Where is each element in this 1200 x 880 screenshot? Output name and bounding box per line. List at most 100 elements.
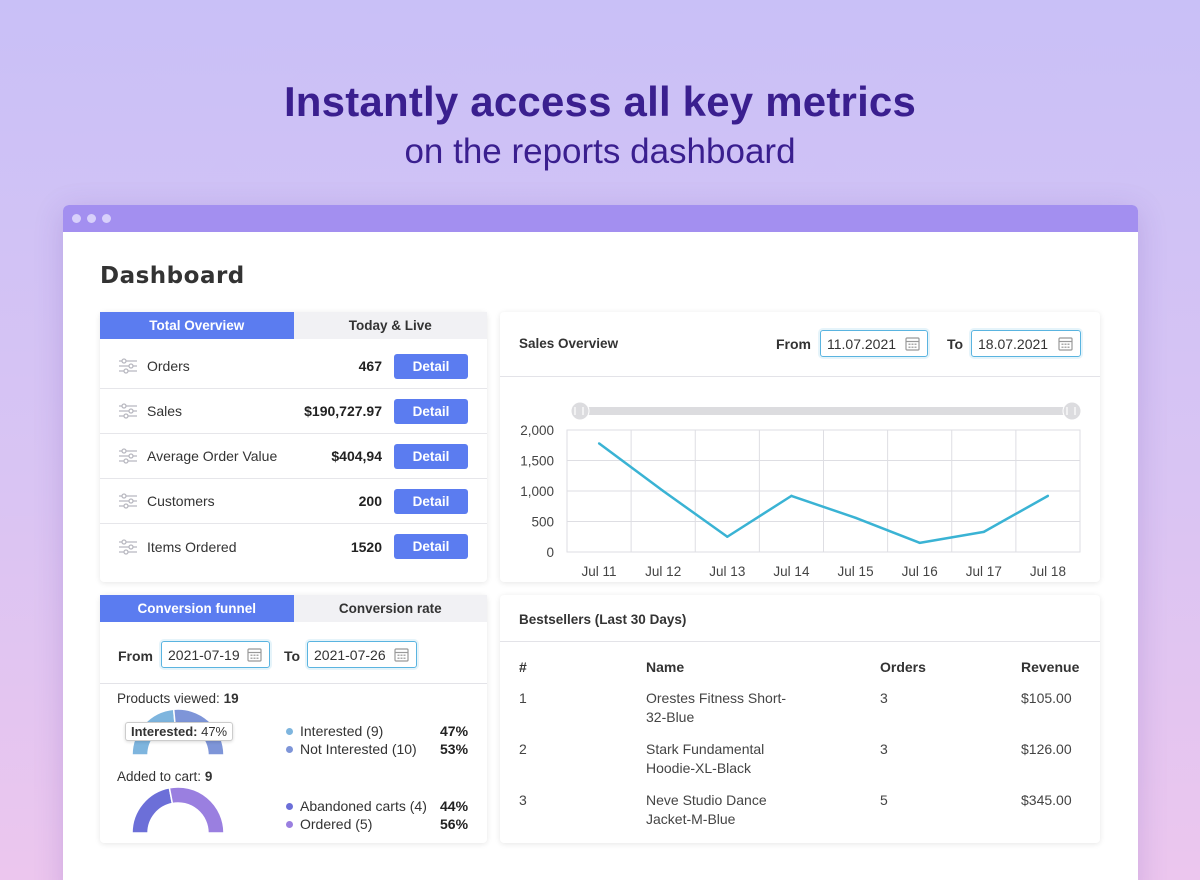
bestseller-orders: 3 — [880, 741, 888, 757]
range-slider-track — [580, 407, 1072, 415]
metric-label: Sales — [147, 403, 183, 419]
calendar-icon[interactable] — [247, 647, 262, 662]
legend-item: Abandoned carts (4) — [286, 798, 427, 814]
bestseller-orders: 5 — [880, 792, 888, 808]
sales-data-point — [726, 535, 729, 538]
funnel-from-date-value: 2021-07-19 — [168, 646, 240, 663]
metric-label: Average Order Value — [147, 448, 278, 464]
sales-from-date-value: 11.07.2021 — [827, 335, 897, 352]
filter-sliders-icon — [118, 402, 138, 420]
bestseller-name: Neve Studio Dance Jacket-M-Blue — [646, 791, 767, 829]
sales-data-point — [597, 442, 601, 445]
calendar-icon[interactable] — [394, 647, 409, 662]
window-titlebar — [63, 205, 1138, 232]
filter-sliders-icon — [118, 447, 138, 465]
metric-label: Customers — [147, 493, 215, 509]
col-header-revenue: Revenue — [1021, 659, 1080, 675]
x-tick-label: Jul 18 — [1030, 564, 1066, 579]
legend-dot-icon — [286, 820, 293, 828]
tab-conversion-funnel[interactable]: Conversion funnel — [100, 595, 294, 622]
range-slider-handle-left[interactable] — [570, 401, 590, 421]
legend-label: Ordered (5) — [300, 816, 373, 832]
tooltip-label: Interested: — [131, 724, 198, 739]
funnel-to-label: To — [284, 648, 301, 664]
divider — [500, 376, 1100, 377]
y-tick-label: 500 — [531, 515, 554, 530]
window-dot-icon — [72, 214, 81, 223]
y-tick-label: 2,000 — [520, 423, 554, 438]
gauge-tooltip: Interested: 47% — [125, 722, 234, 741]
x-tick-label: Jul 14 — [773, 564, 810, 579]
col-header-orders: Orders — [880, 659, 926, 675]
x-tick-label: Jul 13 — [709, 564, 745, 579]
detail-button[interactable]: Detail — [394, 443, 468, 469]
tab-conversion-rate[interactable]: Conversion rate — [293, 595, 487, 622]
sales-to-label: To — [947, 336, 964, 352]
window-dot-icon — [87, 214, 96, 223]
metric-value: 467 — [358, 358, 382, 374]
metric-value: 1520 — [350, 538, 382, 555]
legend-item: Interested (9) — [286, 723, 383, 739]
app-window: Dashboard Total Overview Today & Live Or… — [63, 205, 1138, 880]
bestseller-rank: 1 — [519, 690, 527, 706]
filter-sliders-icon — [118, 492, 138, 510]
metric-label: Items Ordered — [147, 538, 237, 555]
x-tick-label: Jul 16 — [902, 564, 938, 579]
page-title: Dashboard — [100, 263, 245, 289]
divider — [100, 683, 487, 684]
bestseller-rank: 2 — [519, 741, 527, 757]
products-viewed-value: 19 — [223, 691, 239, 706]
col-header-rank: # — [519, 659, 527, 675]
added-to-cart-gauge — [131, 787, 225, 834]
detail-button[interactable]: Detail — [394, 488, 468, 514]
legend-percent: 53% — [440, 741, 469, 757]
sales-from-label: From — [776, 336, 811, 352]
added-to-cart: Added to cart: 9 — [117, 769, 212, 784]
metric-row: Customers 200 Detail — [100, 479, 487, 524]
calendar-icon[interactable] — [1058, 336, 1073, 351]
detail-button[interactable]: Detail — [394, 353, 468, 379]
sales-data-point — [1046, 494, 1050, 498]
bestseller-name-line: 32-Blue — [646, 709, 695, 725]
legend-label: Interested (9) — [300, 723, 384, 739]
detail-button[interactable]: Detail — [394, 398, 468, 424]
metric-value: $190,727.97 — [304, 403, 382, 419]
divider — [500, 641, 1100, 642]
sales-data-point — [982, 530, 986, 534]
sales-data-point — [661, 489, 665, 493]
funnel-from-date-input[interactable]: 2021-07-19 — [161, 641, 270, 668]
sales-to-date-value: 18.07.2021 — [978, 335, 1049, 352]
tab-today-live[interactable]: Today & Live — [293, 312, 487, 339]
legend-percent: 56% — [440, 816, 469, 832]
tab-total-overview[interactable]: Total Overview — [100, 312, 294, 339]
sales-to-date-input[interactable]: 18.07.2021 — [971, 330, 1081, 357]
products-viewed-label: Products viewed: — [117, 691, 220, 706]
hero-subtitle: on the reports dashboard — [404, 132, 796, 171]
metric-row: Orders 467 Detail — [100, 344, 487, 389]
metric-value: 200 — [358, 493, 382, 509]
sales-series-line — [598, 442, 1049, 545]
calendar-icon[interactable] — [905, 336, 920, 351]
funnel-from-label: From — [118, 648, 153, 664]
funnel-to-date-input[interactable]: 2021-07-26 — [307, 641, 417, 668]
detail-button[interactable]: Detail — [394, 534, 468, 559]
bestseller-name-line: Stark Fundamental — [646, 741, 765, 757]
products-viewed: Products viewed: 19 — [117, 691, 239, 706]
funnel-to-date-value: 2021-07-26 — [314, 646, 386, 663]
range-slider-handle-right[interactable] — [1062, 401, 1082, 421]
hero-title: Instantly access all key metrics — [283, 78, 917, 125]
sales-overview-title: Sales Overview — [519, 336, 619, 351]
legend-item: Not Interested (10) — [286, 741, 417, 757]
bestseller-revenue: $105.00 — [1021, 690, 1072, 706]
gauge-segment — [131, 787, 174, 834]
legend-percent: 47% — [440, 723, 469, 739]
sales-data-point — [854, 516, 857, 520]
metric-label: Orders — [147, 358, 190, 374]
sales-line-chart: 0 500 1,000 1,500 2,000 Jul 11 Jul 12 Jul 13 Jul… — [520, 401, 1082, 579]
legend-dot-icon — [286, 745, 293, 753]
legend-percent: 44% — [440, 798, 469, 814]
x-tick-label: Jul 11 — [582, 564, 617, 579]
bestseller-revenue: $126.00 — [1021, 741, 1072, 757]
legend-label: Not Interested (10) — [300, 741, 417, 757]
sales-from-date-input[interactable]: 11.07.2021 — [820, 330, 928, 357]
